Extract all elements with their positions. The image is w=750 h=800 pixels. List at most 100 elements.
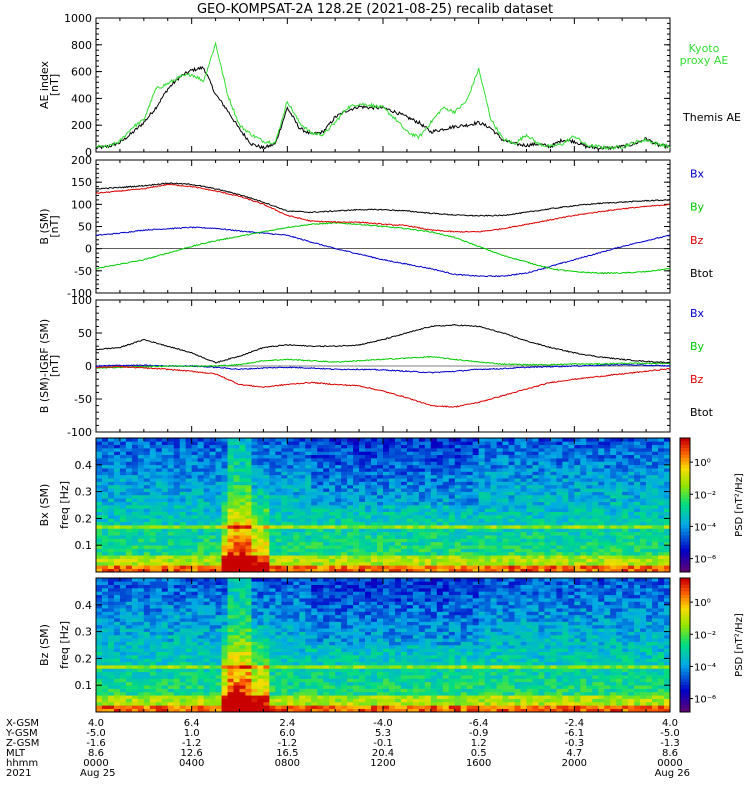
- spectrogram-cell: [299, 501, 306, 506]
- spectrogram-cell: [353, 505, 360, 509]
- spectrogram-cell: [496, 478, 503, 482]
- spectrogram-cell: [263, 515, 270, 519]
- spectrogram-cell: [502, 525, 509, 529]
- spectrogram-cell: [514, 474, 521, 479]
- spectrogram-cell: [646, 538, 653, 543]
- spectrogram-cell: [233, 515, 240, 519]
- spectrogram-cell: [520, 498, 527, 502]
- spectrogram-cell: [269, 454, 276, 459]
- spectrogram-cell: [406, 525, 414, 529]
- spectrogram-cell: [245, 525, 252, 529]
- spectrogram-cell: [209, 498, 216, 502]
- spectrogram-cell: [125, 541, 133, 546]
- spectrogram-cell: [161, 641, 169, 646]
- spectrogram-cell: [191, 701, 198, 706]
- spectrogram-cell: [197, 501, 204, 506]
- spectrogram-cell: [119, 525, 127, 529]
- spectrogram-cell: [185, 488, 192, 492]
- spectrogram-cell: [197, 484, 204, 489]
- spectrogram-cell: [418, 528, 426, 533]
- spectrogram-cell: [311, 521, 318, 526]
- spectrogram-cell: [149, 678, 157, 683]
- spectrogram-cell: [125, 478, 133, 482]
- spectrogram-cell: [323, 561, 330, 566]
- spectrogram-cell: [239, 548, 246, 553]
- spectrogram-cell: [478, 471, 485, 476]
- y-tick-label: 400: [71, 92, 92, 105]
- spectrogram-cell: [341, 498, 348, 502]
- spectrogram-cell: [604, 494, 611, 499]
- spectrogram-cell: [245, 518, 252, 523]
- spectrogram-cell: [221, 481, 228, 486]
- spectrogram-cell: [161, 541, 169, 546]
- spectrogram-cell: [245, 484, 252, 489]
- spectrogram-cell: [143, 701, 151, 706]
- spectrogram-cell: [371, 478, 378, 482]
- spectrogram-cell: [580, 565, 587, 569]
- spectrogram-cell: [562, 541, 569, 546]
- spectrogram-cell: [388, 555, 396, 559]
- spectrogram-cell: [203, 508, 210, 512]
- y-tick-label: 200: [71, 119, 92, 132]
- spectrogram-cell: [490, 505, 497, 509]
- spectrogram-cell: [329, 474, 336, 479]
- spectrogram-cell: [526, 525, 533, 529]
- spectrogram-cell: [484, 491, 491, 496]
- spectrogram-cell: [586, 478, 593, 482]
- spectrogram-cell: [113, 525, 121, 529]
- spectrogram-cell: [317, 488, 324, 492]
- spectrogram-cell: [383, 468, 390, 472]
- spectrogram-cell: [472, 515, 479, 519]
- spectrogram-cell: [646, 448, 653, 452]
- spectrogram-cell: [311, 555, 318, 559]
- spectrogram-cell: [460, 484, 468, 489]
- spectrogram-cell: [430, 518, 438, 523]
- spectrogram-cell: [269, 511, 276, 516]
- spectrogram-cell: [478, 468, 485, 472]
- spectrogram-cell: [239, 538, 246, 543]
- spectrogram-cell: [448, 561, 456, 566]
- spectrogram-cell: [275, 521, 282, 526]
- spectrogram-cell: [628, 535, 635, 539]
- spectrogram-cell: [173, 678, 181, 683]
- spectrogram-cell: [394, 568, 402, 573]
- spectrogram-cell: [502, 505, 509, 509]
- spectrogram-cell: [323, 511, 330, 516]
- spectrogram-cell: [652, 491, 659, 496]
- spectrogram-cell: [149, 634, 157, 639]
- spectrogram-cell: [131, 671, 139, 676]
- spectrogram-cell: [400, 468, 408, 472]
- spectrogram-cell: [185, 568, 192, 573]
- spectrogram-cell: [508, 525, 515, 529]
- spectrogram-cell: [239, 491, 246, 496]
- spectrogram-cell: [96, 661, 103, 666]
- spectrogram-cell: [365, 518, 372, 523]
- spectrogram-cell: [640, 555, 647, 559]
- spectrogram-cell: [155, 478, 163, 482]
- spectrogram-cell: [514, 558, 521, 563]
- spectrogram-cell: [664, 451, 671, 456]
- spectrogram-cell: [377, 474, 384, 479]
- spectrogram-cell: [604, 511, 611, 516]
- spectrogram-cell: [490, 448, 497, 452]
- spectrogram-cell: [233, 501, 240, 506]
- spectrogram-cell: [388, 481, 396, 486]
- spectrogram-cell: [634, 521, 641, 526]
- spectrogram-cell: [113, 541, 121, 546]
- spectrogram-cell: [400, 505, 408, 509]
- spectrogram-cell: [616, 484, 623, 489]
- spectrogram-cell: [514, 444, 521, 449]
- spectrogram-cell: [239, 468, 246, 472]
- spectrogram-cell: [466, 545, 473, 549]
- spectrogram-cell: [293, 474, 300, 479]
- spectrogram-cell: [586, 515, 593, 519]
- spectrogram-cell: [329, 568, 336, 573]
- spectrogram-cell: [412, 474, 420, 479]
- spectrogram-cell: [161, 501, 169, 506]
- spectrogram-cell: [113, 501, 121, 506]
- spectrogram-cell: [305, 511, 312, 516]
- spectrogram-cell: [490, 508, 497, 512]
- spectrogram-cell: [538, 528, 545, 533]
- spectrogram-cell: [484, 505, 491, 509]
- spectrogram-cell: [161, 665, 169, 669]
